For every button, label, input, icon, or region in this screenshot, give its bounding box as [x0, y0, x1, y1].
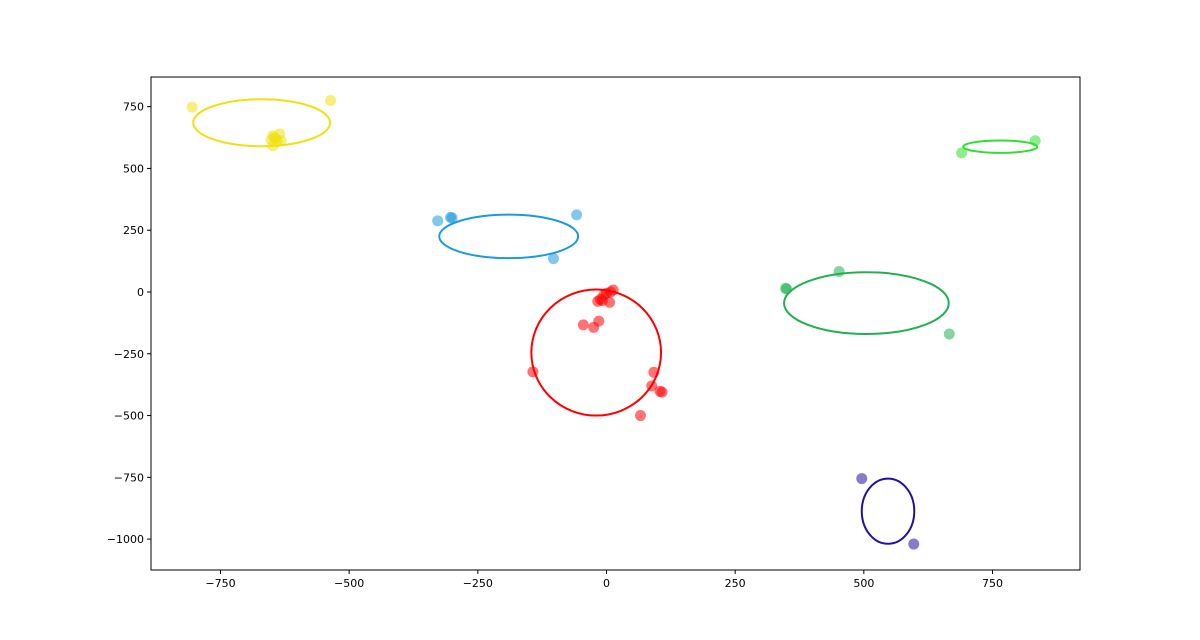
y-tick-label: 500	[123, 162, 144, 175]
x-tick-label: −250	[463, 577, 493, 590]
data-point	[186, 101, 198, 113]
data-point	[856, 473, 868, 485]
x-tick-label: −500	[334, 577, 364, 590]
data-point	[908, 538, 920, 550]
data-point	[604, 296, 616, 308]
data-layer	[186, 94, 1041, 550]
cluster-ellipse	[530, 288, 663, 417]
data-point	[956, 147, 968, 159]
y-tick-label: 250	[123, 224, 144, 237]
y-tick-label: −500	[114, 410, 144, 423]
y-tick-label: −750	[114, 471, 144, 484]
data-point	[634, 410, 646, 422]
cluster-ellipse	[192, 98, 332, 148]
data-point	[446, 212, 458, 224]
data-point	[781, 283, 793, 295]
axes-frame	[150, 76, 1081, 571]
data-point	[547, 253, 559, 265]
y-tick-label: 0	[137, 286, 144, 299]
cluster-ellipse	[783, 271, 950, 335]
y-tick-label: 750	[123, 101, 144, 114]
data-point	[654, 385, 666, 397]
x-tick-label: −750	[205, 577, 235, 590]
data-point	[325, 94, 337, 106]
data-point	[571, 209, 583, 221]
x-tick-label: 250	[725, 577, 746, 590]
y-tick-label: −1000	[107, 533, 144, 546]
data-point	[593, 315, 605, 327]
data-point	[943, 328, 955, 340]
x-tick-label: 0	[603, 577, 610, 590]
y-tick-label: −250	[114, 348, 144, 361]
x-tick-label: 750	[982, 577, 1003, 590]
x-tick-label: 500	[853, 577, 874, 590]
data-point	[269, 132, 281, 144]
y-axis: 750 500 250 0 −250 −500 −750 −1000	[107, 101, 151, 546]
data-point	[432, 215, 444, 227]
cluster-ellipse	[438, 213, 580, 260]
data-point	[577, 319, 589, 331]
cluster-ellipse	[860, 477, 916, 545]
cluster-ellipse	[962, 139, 1039, 154]
x-axis: −750 −500 −250 0 250 500 750	[205, 570, 1003, 590]
